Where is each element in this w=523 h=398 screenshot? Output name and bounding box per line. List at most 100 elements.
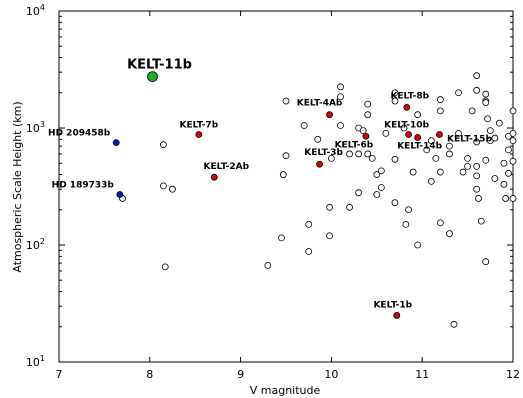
- data-point: [160, 141, 167, 149]
- data-point: [264, 261, 272, 269]
- data-point: [368, 154, 376, 162]
- data-point: [282, 152, 290, 160]
- data-point: [355, 189, 363, 197]
- highlight-point: [210, 173, 218, 181]
- data-point: [326, 203, 333, 211]
- data-point: [427, 137, 435, 145]
- data-point: [391, 97, 399, 105]
- data-point: [495, 119, 503, 127]
- data-point: [505, 169, 512, 177]
- highlight-point: [116, 191, 124, 198]
- data-point: [432, 154, 440, 162]
- plot-area: 7 8 9 10 11 12 101 102 103 104 KELT-7b KELT-2Ab KELT…: [26, 3, 520, 381]
- data-point: [509, 157, 517, 165]
- data-point: [326, 232, 333, 240]
- data-point: [464, 154, 472, 162]
- data-point: [473, 86, 481, 94]
- data-point: [160, 182, 167, 190]
- data-point: [491, 175, 499, 182]
- data-point: [364, 111, 372, 119]
- data-point: [509, 195, 517, 202]
- data-point: [391, 155, 399, 163]
- data-point: [468, 107, 476, 115]
- highlight-point: [393, 312, 401, 319]
- data-point: [382, 129, 390, 137]
- y-axis-label: Atmospheric Scale Height (km): [11, 101, 24, 272]
- y-tick-label: 104: [26, 3, 45, 18]
- highlight-point: [403, 103, 411, 111]
- data-point: [505, 146, 512, 154]
- point-label: HD 209458b: [48, 129, 111, 139]
- highlight-point: [414, 134, 422, 141]
- data-point: [346, 203, 353, 211]
- y-tick-label: 102: [26, 237, 45, 252]
- point-label: KELT-4Ab: [297, 99, 343, 109]
- data-point: [509, 129, 517, 137]
- data-point: [346, 150, 353, 158]
- highlight-point: [326, 111, 333, 119]
- data-point: [482, 99, 490, 106]
- data-point: [409, 168, 417, 176]
- x-tick-label: 11: [415, 368, 429, 381]
- point-label: KELT-15b: [447, 134, 492, 144]
- data-point: [373, 191, 381, 198]
- point-label: KELT-2Ab: [203, 162, 249, 172]
- data-point: [377, 167, 385, 175]
- data-point: [405, 206, 412, 214]
- data-point: [282, 97, 290, 105]
- data-point: [482, 90, 490, 98]
- data-point: [391, 89, 399, 97]
- data-point: [450, 320, 458, 328]
- x-tick-label: 7: [56, 368, 63, 381]
- data-point: [373, 171, 381, 178]
- data-point: [500, 159, 508, 167]
- data-point: [482, 258, 490, 266]
- x-tick-label: 9: [237, 368, 244, 381]
- data-point: [161, 263, 169, 271]
- data-point: [436, 168, 444, 176]
- data-point: [400, 124, 408, 132]
- data-point: [436, 96, 444, 103]
- data-point: [337, 93, 344, 101]
- data-point: [427, 177, 435, 185]
- x-tick-label: 10: [324, 368, 338, 381]
- highlight-point: [195, 131, 203, 138]
- data-point: [359, 127, 367, 135]
- highlight-point: [112, 139, 120, 147]
- highlight-point: [405, 131, 412, 138]
- point-label: KELT-1b: [373, 300, 412, 310]
- data-point: [436, 219, 444, 227]
- data-point: [473, 185, 481, 193]
- x-tick-label: 12: [506, 368, 520, 381]
- data-point: [305, 220, 313, 228]
- data-point: [169, 185, 176, 193]
- data-point: [364, 100, 372, 108]
- data-point: [414, 241, 422, 249]
- data-point: [509, 107, 517, 115]
- data-point: [278, 234, 285, 242]
- plot-frame: [58, 10, 514, 363]
- data-point: [391, 199, 399, 207]
- y-tick-label: 103: [26, 120, 45, 135]
- data-point: [305, 248, 313, 255]
- data-point: [337, 122, 344, 129]
- highlight-point: [436, 131, 443, 138]
- data-point: [327, 154, 335, 162]
- data-point: [500, 180, 508, 188]
- data-point: [377, 184, 385, 191]
- data-point: [337, 83, 344, 91]
- x-axis-label: V magnitude: [250, 384, 321, 397]
- data-point: [300, 122, 308, 129]
- data-point: [446, 142, 453, 150]
- data-point: [482, 156, 490, 164]
- point-label: KELT-11b: [127, 58, 192, 73]
- data-point: [436, 107, 444, 115]
- y-tick-label: 101: [26, 354, 45, 369]
- data-point: [455, 129, 462, 137]
- data-point: [475, 195, 482, 202]
- point-label: KELT-10b: [384, 120, 429, 130]
- data-point: [477, 217, 485, 225]
- data-point: [473, 172, 481, 180]
- data-point: [355, 150, 363, 158]
